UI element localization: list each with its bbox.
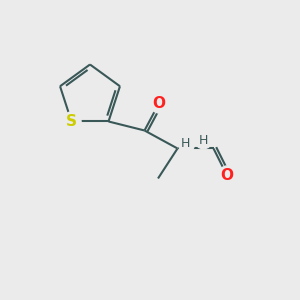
Text: H: H (181, 136, 190, 150)
Text: H: H (198, 134, 208, 147)
Text: S: S (66, 114, 77, 129)
Text: O: O (220, 168, 233, 183)
Text: O: O (152, 96, 165, 111)
